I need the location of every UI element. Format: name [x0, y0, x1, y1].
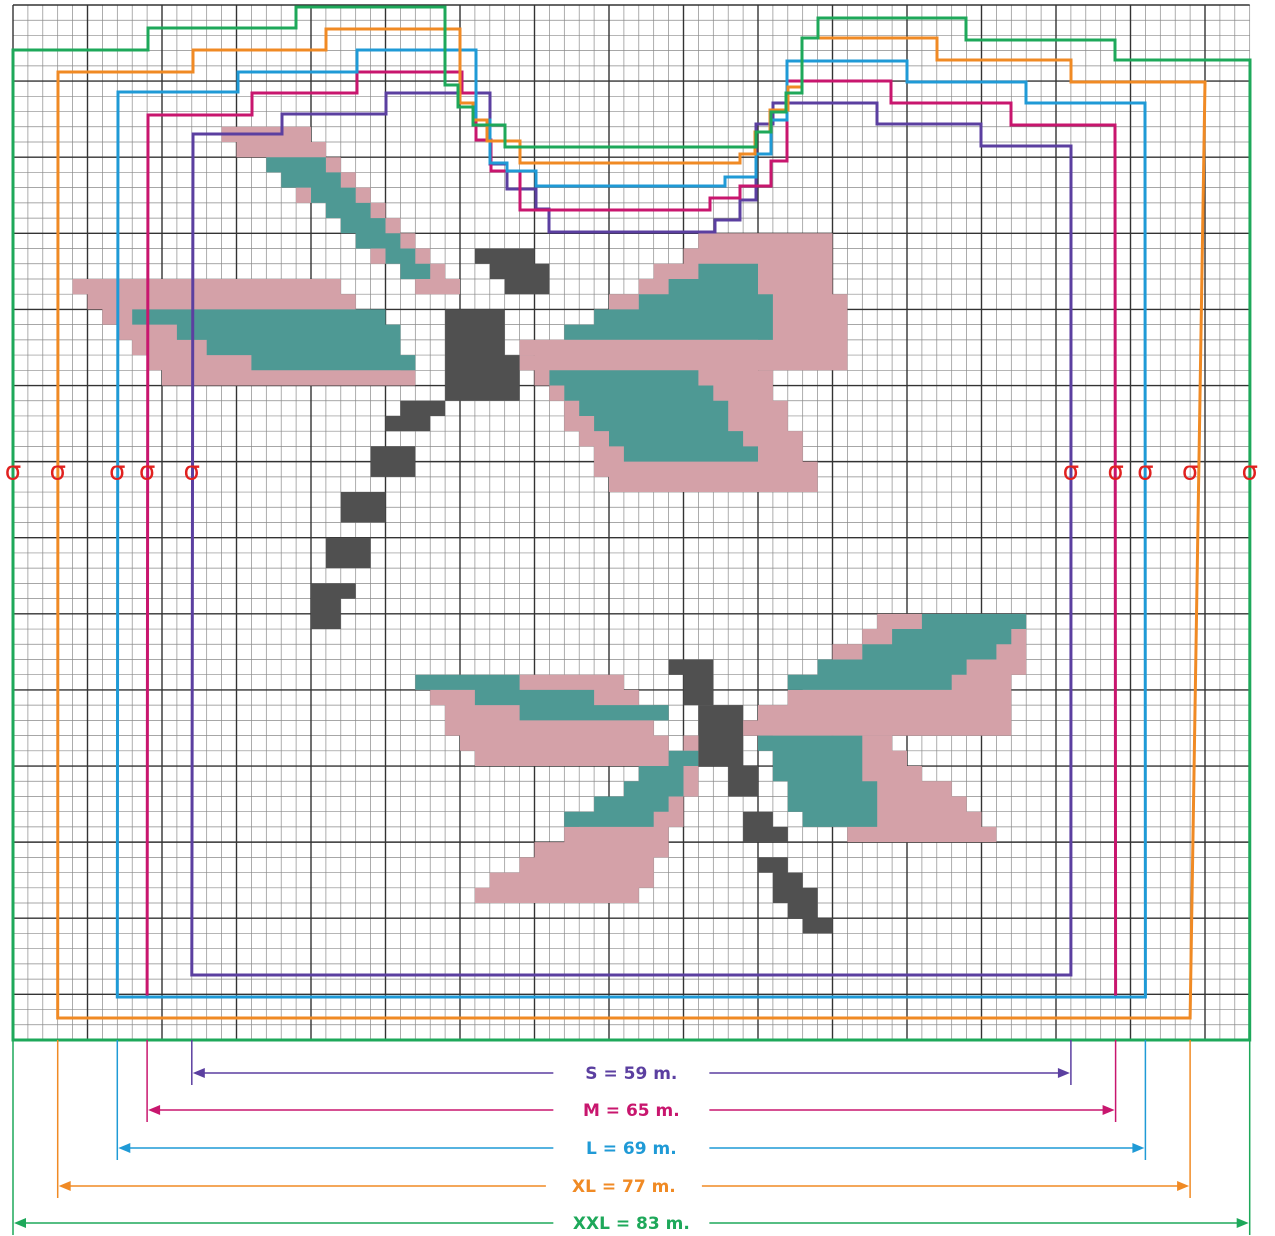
outline-xl: [56, 27, 1207, 1020]
arrowhead-left: [192, 1068, 205, 1078]
stitch-marker-l-right: σ: [1137, 457, 1153, 487]
motif-area: [698, 705, 744, 767]
motif-area: [564, 750, 699, 827]
dimension-xxl: XXL = 83 m.: [12, 1040, 1251, 1235]
stitch-marker-xxl-left: σ: [5, 457, 21, 487]
stitch-marker-xxl-right: σ: [1241, 457, 1257, 487]
motif-area: [415, 674, 669, 721]
motif-area: [758, 735, 878, 827]
outline-s: [190, 91, 1073, 977]
arrowhead-right: [1102, 1105, 1115, 1115]
motif-area: [445, 309, 520, 401]
dimension-xl: XL = 77 m.: [56, 1040, 1191, 1198]
outline-xxl: [11, 5, 1252, 1042]
arrowhead-right: [1057, 1068, 1070, 1078]
arrowhead-right: [1132, 1143, 1145, 1153]
motif-area: [474, 248, 550, 295]
stitch-marker-s-left: σ: [184, 457, 200, 487]
dimension-label-l: L = 69 m.: [586, 1139, 677, 1159]
motif-area: [549, 370, 758, 462]
motif-area: [311, 400, 446, 630]
motif-area: [787, 613, 1027, 690]
dimension-label-m: M = 65 m.: [583, 1101, 680, 1121]
motif-area: [132, 309, 416, 371]
side-markers: σ σσ σσ σσ σσ σ: [5, 457, 1258, 487]
outline-m: [145, 70, 1118, 999]
arrowhead-right: [1236, 1218, 1249, 1228]
dimension-label-s: S = 59 m.: [585, 1064, 677, 1084]
stitch-marker-xl-left: σ: [49, 457, 65, 487]
motif-area: [668, 659, 714, 706]
size-outlines: [11, 5, 1252, 1042]
motif-area: [728, 766, 833, 934]
stitch-marker-s-right: σ: [1063, 457, 1079, 487]
dimension-label-xl: XL = 77 m.: [572, 1177, 676, 1197]
motif-area: [564, 263, 773, 340]
outline-l: [115, 48, 1147, 999]
motif-area: [266, 157, 431, 279]
stitch-marker-m-left: σ: [139, 457, 155, 487]
arrowhead-left: [148, 1105, 161, 1115]
dimension-l: L = 69 m.: [116, 1040, 1147, 1160]
dragonfly-motif: [72, 126, 1027, 934]
dimension-s: S = 59 m.: [191, 1040, 1072, 1085]
arrowhead-left: [58, 1181, 71, 1191]
dimension-label-xxl: XXL = 83 m.: [573, 1214, 690, 1234]
stitch-marker-m-right: σ: [1107, 457, 1123, 487]
arrowhead-left: [118, 1143, 131, 1153]
dimension-m: M = 65 m.: [146, 1040, 1117, 1122]
stitch-marker-l-left: σ: [109, 457, 125, 487]
arrowhead-right: [1177, 1181, 1190, 1191]
width-dimensions: S = 59 m. M = 65 m. L = 69 m. XL = 77 m. XXL…: [12, 1040, 1251, 1235]
stitch-marker-xl-right: σ: [1182, 457, 1198, 487]
arrowhead-left: [14, 1218, 26, 1228]
